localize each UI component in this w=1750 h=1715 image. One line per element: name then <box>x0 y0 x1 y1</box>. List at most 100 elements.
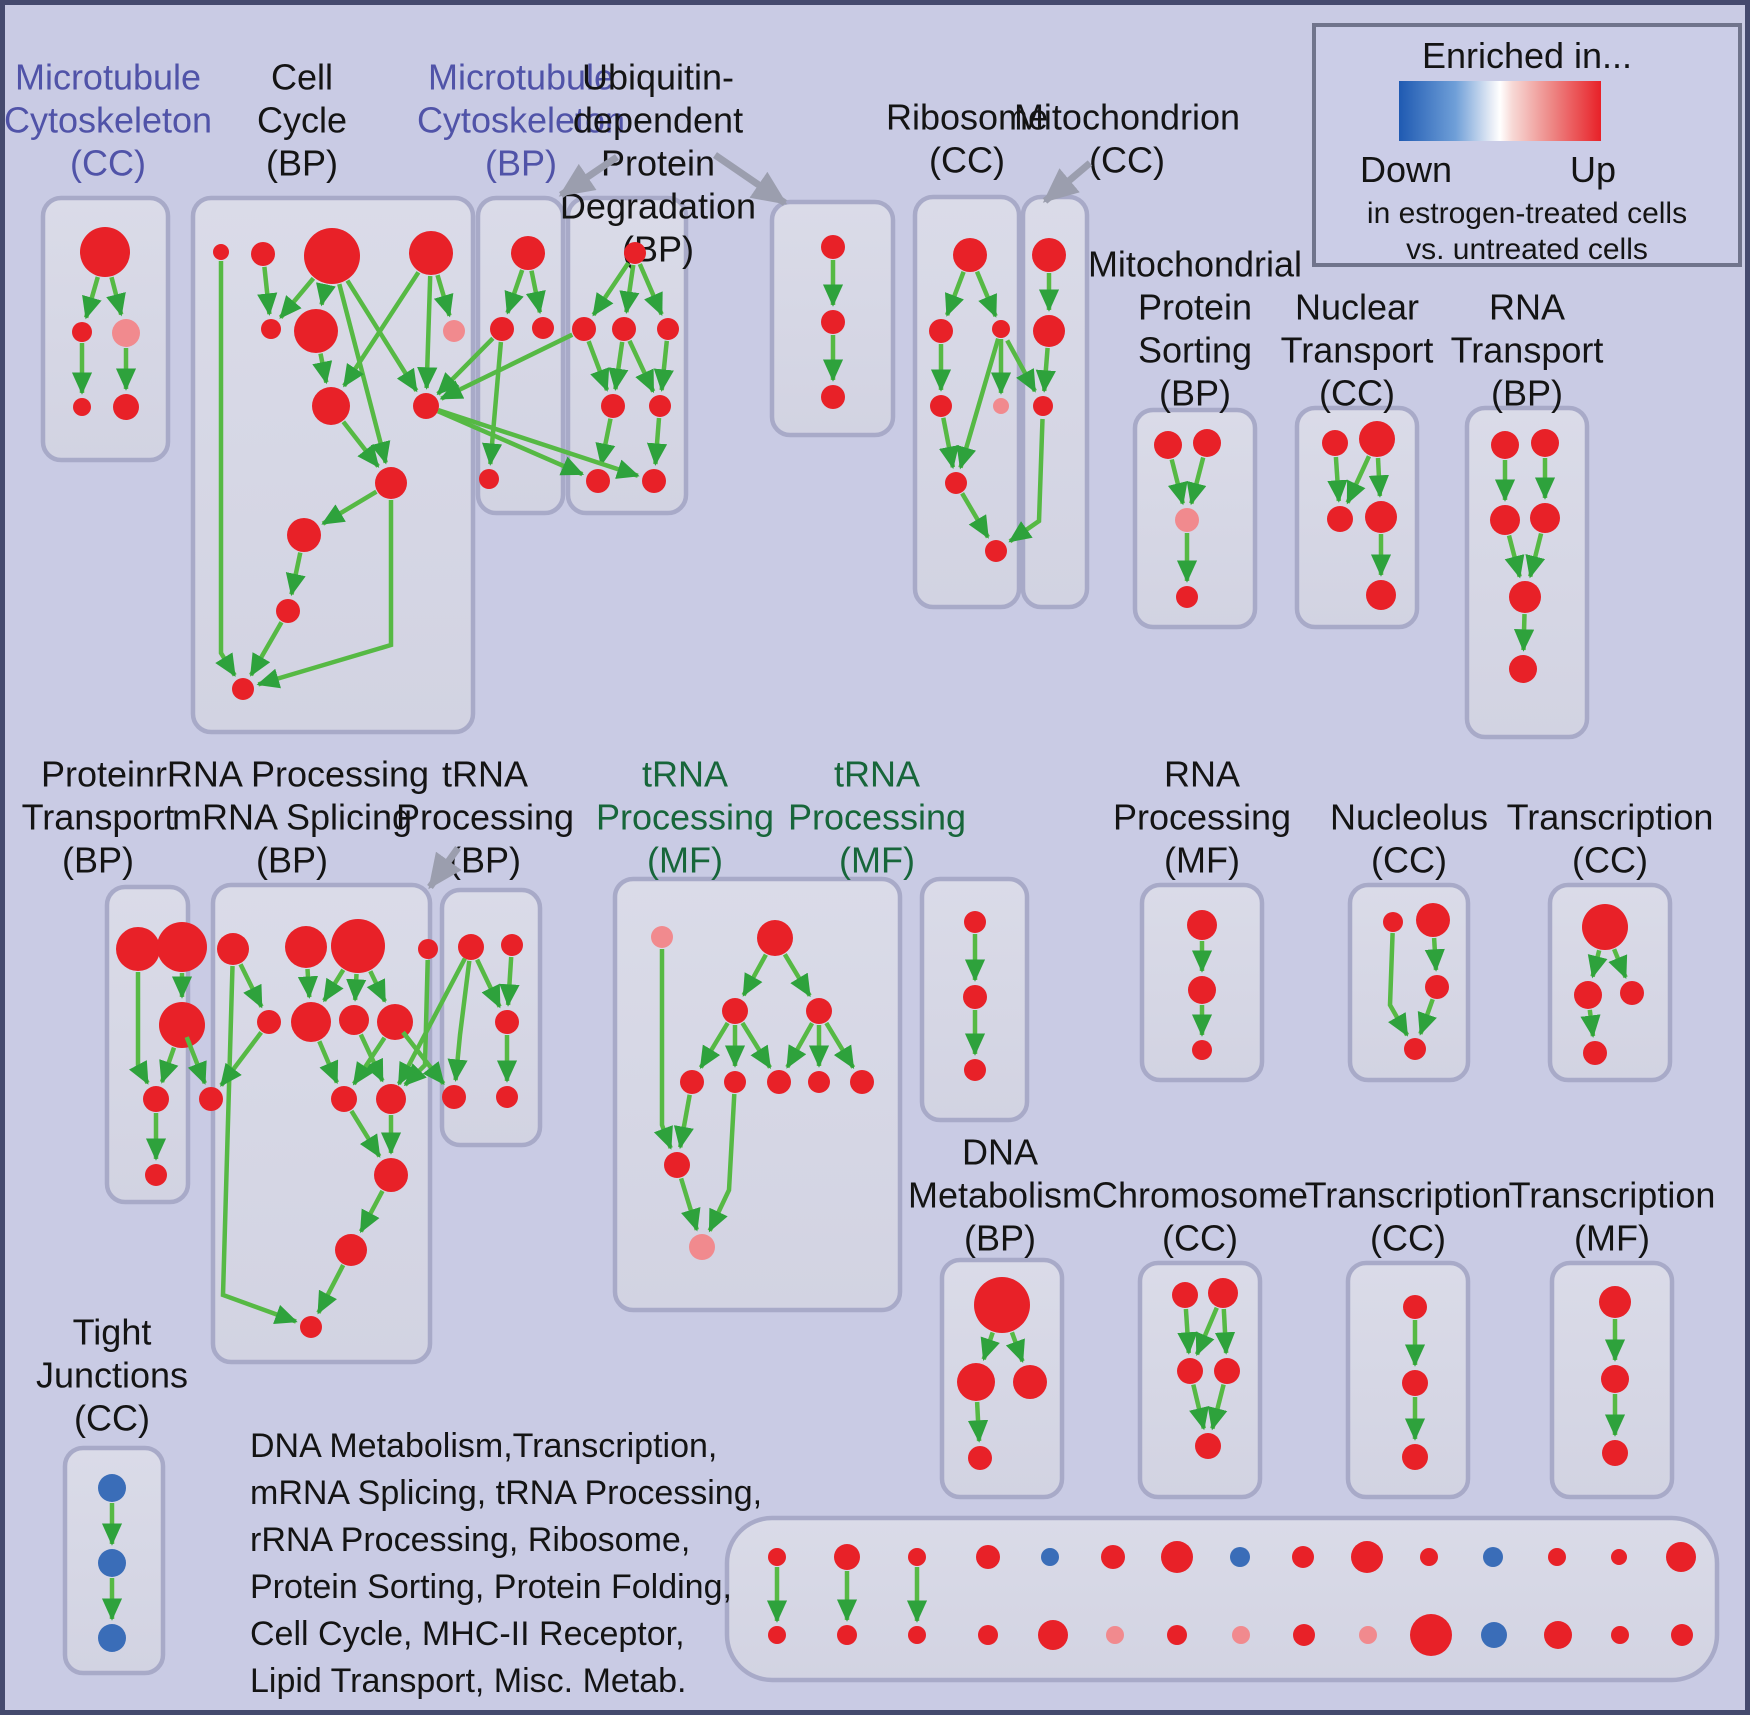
go-term-node-red[interactable] <box>821 310 845 334</box>
go-term-node-red[interactable] <box>1366 580 1396 610</box>
go-term-node-red[interactable] <box>1402 1444 1428 1470</box>
go-term-node-red[interactable] <box>145 1164 167 1186</box>
go-term-node-red[interactable] <box>1033 396 1053 416</box>
go-term-node-red[interactable] <box>1032 238 1066 272</box>
go-term-node-red[interactable] <box>116 927 160 971</box>
go-term-node-red[interactable] <box>821 235 845 259</box>
go-term-node-red[interactable] <box>113 394 139 420</box>
go-term-node-red[interactable] <box>490 317 514 341</box>
go-term-node-red[interactable] <box>261 319 281 339</box>
go-term-node-red[interactable] <box>929 319 953 343</box>
go-term-node-red[interactable] <box>1359 421 1395 457</box>
go-term-node-red[interactable] <box>80 227 130 277</box>
go-term-node-red[interactable] <box>680 1070 704 1094</box>
go-term-node-red[interactable] <box>312 387 350 425</box>
go-term-node-red[interactable] <box>757 920 793 956</box>
go-term-node-red[interactable] <box>768 1626 786 1644</box>
go-term-node-red[interactable] <box>375 467 407 499</box>
go-term-node-red[interactable] <box>1509 581 1541 613</box>
go-term-node-red[interactable] <box>1192 1040 1212 1060</box>
go-term-node-red[interactable] <box>143 1086 169 1112</box>
go-term-node-red[interactable] <box>1383 912 1403 932</box>
go-term-node-red[interactable] <box>1574 981 1602 1009</box>
go-term-node-red[interactable] <box>511 236 545 270</box>
go-term-node-red[interactable] <box>768 1548 786 1566</box>
go-term-node-red[interactable] <box>331 919 385 973</box>
go-term-node-red[interactable] <box>1620 981 1644 1005</box>
go-term-node-red[interactable] <box>1420 1548 1438 1566</box>
go-term-node-red[interactable] <box>978 1625 998 1645</box>
go-term-node-red[interactable] <box>496 1086 518 1108</box>
go-term-node-red[interactable] <box>1544 1621 1572 1649</box>
go-term-node-red[interactable] <box>73 398 91 416</box>
go-term-node-red[interactable] <box>304 228 360 284</box>
go-term-node-red[interactable] <box>1611 1626 1629 1644</box>
go-term-node-red[interactable] <box>1161 1541 1193 1573</box>
go-term-node-pink[interactable] <box>1175 508 1199 532</box>
go-term-node-red[interactable] <box>276 599 300 623</box>
go-term-node-red[interactable] <box>1601 1365 1629 1393</box>
go-term-node-red[interactable] <box>657 318 679 340</box>
go-term-node-red[interactable] <box>664 1152 690 1178</box>
go-term-node-red[interactable] <box>908 1626 926 1644</box>
go-term-node-red[interactable] <box>837 1625 857 1645</box>
go-term-node-red[interactable] <box>1602 1440 1628 1466</box>
go-term-node-red[interactable] <box>1582 904 1628 950</box>
go-term-node-pink[interactable] <box>1359 1626 1377 1644</box>
go-term-node-red[interactable] <box>1404 1038 1426 1060</box>
go-term-node-red[interactable] <box>1583 1041 1607 1065</box>
go-term-node-red[interactable] <box>649 395 671 417</box>
go-term-node-red[interactable] <box>724 1071 746 1093</box>
go-term-node-red[interactable] <box>339 1005 369 1035</box>
go-term-node-red[interactable] <box>1611 1549 1627 1565</box>
go-term-node-red[interactable] <box>1548 1548 1566 1566</box>
go-term-node-red[interactable] <box>957 1363 995 1401</box>
go-term-node-red[interactable] <box>1292 1546 1314 1568</box>
go-term-node-red[interactable] <box>1193 429 1221 457</box>
go-term-node-red[interactable] <box>945 472 967 494</box>
go-term-node-red[interactable] <box>806 998 832 1024</box>
go-term-node-red[interactable] <box>1531 429 1559 457</box>
go-term-node-red[interactable] <box>1208 1278 1238 1308</box>
go-term-node-red[interactable] <box>624 242 646 264</box>
go-term-node-blue[interactable] <box>1483 1547 1503 1567</box>
go-term-node-red[interactable] <box>642 469 666 493</box>
go-term-node-red[interactable] <box>294 309 338 353</box>
go-term-node-red[interactable] <box>963 985 987 1009</box>
go-term-node-red[interactable] <box>1671 1624 1693 1646</box>
go-term-node-red[interactable] <box>1038 1620 1068 1650</box>
go-term-node-red[interactable] <box>1509 655 1537 683</box>
go-term-node-red[interactable] <box>1365 501 1397 533</box>
go-term-node-red[interactable] <box>413 393 439 419</box>
go-term-node-red[interactable] <box>767 1070 791 1094</box>
go-term-node-red[interactable] <box>409 231 453 275</box>
go-term-node-red[interactable] <box>72 322 92 342</box>
go-term-node-red[interactable] <box>374 1158 408 1192</box>
go-term-node-red[interactable] <box>159 1002 205 1048</box>
go-term-node-red[interactable] <box>377 1004 413 1040</box>
go-term-node-blue[interactable] <box>98 1549 126 1577</box>
go-term-node-red[interactable] <box>974 1277 1030 1333</box>
go-term-node-red[interactable] <box>1402 1370 1428 1396</box>
go-term-node-red[interactable] <box>1403 1295 1427 1319</box>
go-term-node-blue[interactable] <box>98 1624 126 1652</box>
go-term-node-red[interactable] <box>1187 910 1217 940</box>
go-term-node-red[interactable] <box>495 1010 519 1034</box>
go-term-node-red[interactable] <box>213 244 229 260</box>
go-term-node-red[interactable] <box>808 1071 830 1093</box>
go-term-node-red[interactable] <box>376 1084 406 1114</box>
go-term-node-red[interactable] <box>418 939 438 959</box>
go-term-node-red[interactable] <box>1188 976 1216 1004</box>
go-term-node-red[interactable] <box>232 678 254 700</box>
go-term-node-red[interactable] <box>479 469 499 489</box>
go-term-node-red[interactable] <box>442 1085 466 1109</box>
go-term-node-red[interactable] <box>1101 1545 1125 1569</box>
go-term-node-red[interactable] <box>1167 1625 1187 1645</box>
go-term-node-red[interactable] <box>985 540 1007 562</box>
go-term-node-pink[interactable] <box>443 320 465 342</box>
go-term-node-red[interactable] <box>1666 1542 1696 1572</box>
go-term-node-red[interactable] <box>157 922 207 972</box>
go-term-node-pink[interactable] <box>993 398 1009 414</box>
go-term-node-red[interactable] <box>968 1446 992 1470</box>
go-term-node-red[interactable] <box>601 394 625 418</box>
